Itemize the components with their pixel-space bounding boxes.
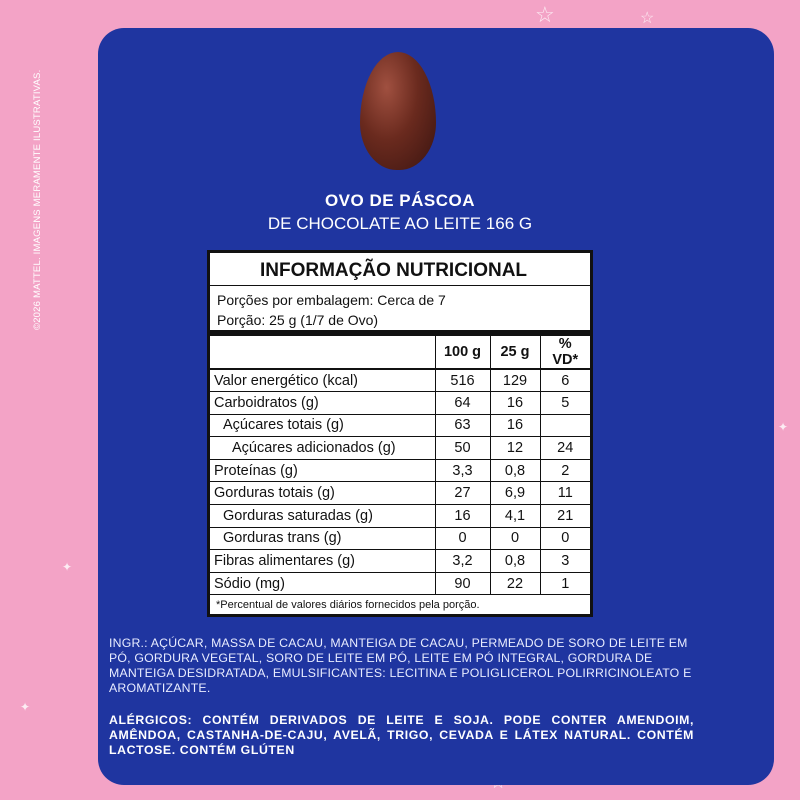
value-100g: 516 <box>434 369 490 393</box>
nutrition-facts-table: INFORMAÇÃO NUTRICIONAL Porções por embal… <box>207 250 593 617</box>
star-decoration: ☆ <box>640 10 655 27</box>
table-row: Açúcares adicionados (g) 50 12 24 <box>210 436 590 460</box>
nutrient-label: Gorduras trans (g) <box>210 527 435 551</box>
serving-info: Porções por embalagem: Cerca de 7 Porção… <box>210 286 590 336</box>
value-25g: 16 <box>489 414 540 438</box>
nutrient-label: Valor energético (kcal) <box>210 369 435 393</box>
value-100g: 63 <box>434 414 490 438</box>
column-header: % VD* <box>539 336 590 370</box>
table-row: Fibras alimentares (g) 3,2 0,8 3 <box>210 549 590 573</box>
nutrient-label: Gorduras saturadas (g) <box>210 504 435 528</box>
value-vd: 3 <box>539 549 590 573</box>
footnote: *Percentual de valores diários fornecido… <box>216 599 480 612</box>
value-25g: 12 <box>489 436 540 460</box>
value-25g: 16 <box>489 391 540 415</box>
column-header <box>210 336 435 370</box>
value-vd: 2 <box>539 459 590 483</box>
allergens-text: ALÉRGICOS: CONTÉM DERIVADOS DE LEITE E S… <box>109 713 694 757</box>
value-vd: 24 <box>539 436 590 460</box>
star-decoration: ✦ <box>62 560 73 574</box>
nutrient-label: Proteínas (g) <box>210 459 435 483</box>
chocolate-egg-image <box>360 52 436 170</box>
value-vd: 0 <box>539 527 590 551</box>
table-row: Carboidratos (g) 64 16 5 <box>210 391 590 415</box>
value-100g: 3,2 <box>434 549 490 573</box>
value-100g: 90 <box>434 572 490 596</box>
value-vd: 5 <box>539 391 590 415</box>
value-25g: 22 <box>489 572 540 596</box>
value-vd: 11 <box>539 481 590 506</box>
value-25g: 4,1 <box>489 504 540 528</box>
value-100g: 0 <box>434 527 490 551</box>
value-25g: 0,8 <box>489 549 540 573</box>
product-subtitle: DE CHOCOLATE AO LEITE 166 G <box>267 214 533 233</box>
ingredients-text: INGR.: AÇÚCAR, MASSA DE CACAU, MANTEIGA … <box>109 636 692 695</box>
nutrient-label: Fibras alimentares (g) <box>210 549 435 573</box>
table-row: Sódio (mg) 90 22 1 <box>210 572 590 596</box>
nutrient-label: Carboidratos (g) <box>210 391 435 415</box>
value-100g: 16 <box>434 504 490 528</box>
table-row: Açúcares totais (g) 63 16 <box>210 414 590 438</box>
value-vd <box>539 414 590 438</box>
column-header: 25 g <box>489 336 540 370</box>
table-row: Gorduras trans (g) 0 0 0 <box>210 527 590 551</box>
value-100g: 27 <box>434 481 490 506</box>
value-vd: 1 <box>539 572 590 596</box>
star-decoration: ☆ <box>535 2 555 27</box>
nutrition-heading: INFORMAÇÃO NUTRICIONAL <box>210 253 590 286</box>
value-25g: 6,9 <box>489 481 540 506</box>
nutrient-label: Gorduras totais (g) <box>210 481 435 506</box>
product-title: OVO DE PÁSCOA <box>324 191 476 210</box>
value-100g: 3,3 <box>434 459 490 483</box>
nutrition-grid: 100 g 25 g % VD* Valor energético (kcal)… <box>210 336 590 596</box>
value-25g: 129 <box>489 369 540 393</box>
value-vd: 6 <box>539 369 590 393</box>
value-100g: 50 <box>434 436 490 460</box>
nutrient-label: Açúcares adicionados (g) <box>210 436 435 460</box>
value-100g: 64 <box>434 391 490 415</box>
header-row: 100 g 25 g % VD* <box>210 336 590 370</box>
table-row: Proteínas (g) 3,3 0,8 2 <box>210 459 590 483</box>
nutrient-label: Sódio (mg) <box>210 572 435 596</box>
nutrient-label: Açúcares totais (g) <box>210 414 435 438</box>
star-decoration: ✦ <box>20 700 31 714</box>
star-decoration: ✦ <box>778 420 789 434</box>
servings-per-package: Porções por embalagem: Cerca de 7 <box>217 292 446 308</box>
value-25g: 0,8 <box>489 459 540 483</box>
table-row: Gorduras saturadas (g) 16 4,1 21 <box>210 504 590 528</box>
value-vd: 21 <box>539 504 590 528</box>
table-row: Valor energético (kcal) 516 129 6 <box>210 369 590 393</box>
table-row: Gorduras totais (g) 27 6,9 11 <box>210 481 590 506</box>
portion-size: Porção: 25 g (1/7 de Ovo) <box>217 312 379 328</box>
column-header: 100 g <box>434 336 490 370</box>
value-25g: 0 <box>489 527 540 551</box>
